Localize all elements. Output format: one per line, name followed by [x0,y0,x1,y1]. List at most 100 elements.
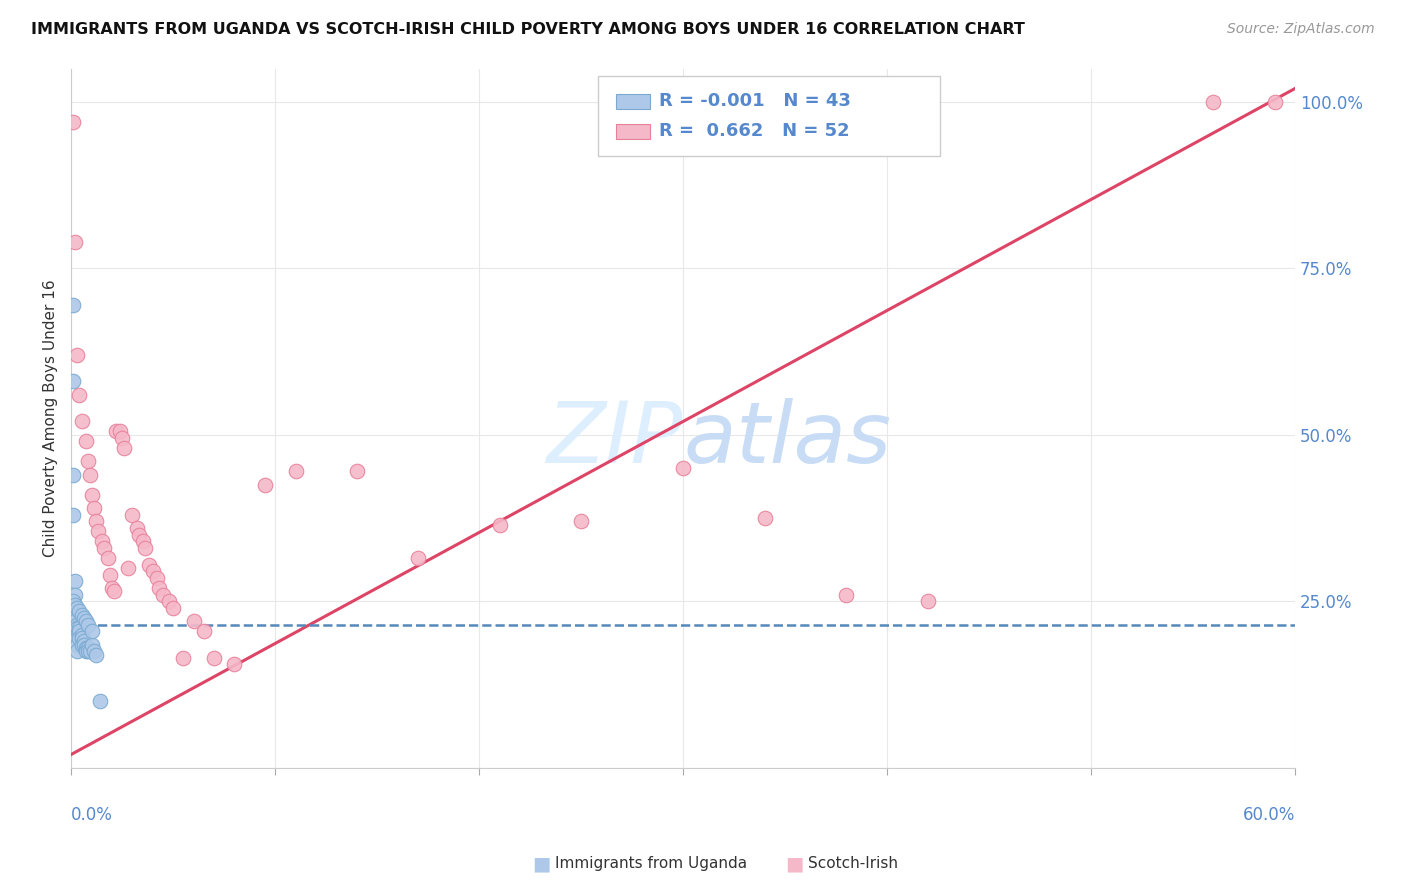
Point [69,604,91,618]
Point [66,600,89,615]
Point [121,508,143,522]
FancyBboxPatch shape [598,76,941,156]
Point [80,624,103,639]
Point [66,627,89,641]
Point [87,524,110,539]
Point [117,561,139,575]
FancyBboxPatch shape [616,94,650,109]
Point [131,534,153,549]
Point [754,511,776,525]
Point [72,638,94,652]
Point [84,648,107,662]
Point [65,598,87,612]
Text: IMMIGRANTS FROM UGANDA VS SCOTCH-IRISH CHILD POVERTY AMONG BOYS UNDER 16 CORRELA: IMMIGRANTS FROM UGANDA VS SCOTCH-IRISH C… [31,22,1025,37]
Point [75,434,97,449]
Point [66,621,89,635]
Point [157,594,180,608]
Point [173,650,195,665]
Text: ■: ■ [531,854,551,873]
Point [72,611,94,625]
Point [65,627,87,641]
Point [83,501,105,516]
Point [152,588,174,602]
Point [346,464,368,478]
Point [62,594,84,608]
Point [76,640,98,655]
Point [835,588,858,602]
Point [75,640,97,655]
Point [62,467,84,482]
Point [146,571,169,585]
Point [70,607,93,622]
Point [62,508,84,522]
Point [672,461,695,475]
Point [70,414,93,428]
Point [84,514,107,528]
Text: R = -0.001   N = 43: R = -0.001 N = 43 [658,93,851,111]
Point [62,375,84,389]
Text: Immigrants from Uganda: Immigrants from Uganda [555,856,748,871]
Point [202,650,225,665]
Point [72,634,94,648]
Point [224,657,246,672]
Point [90,534,112,549]
Point [70,631,93,645]
Point [69,631,91,645]
Text: 0.0%: 0.0% [72,806,114,824]
Point [89,694,111,708]
Point [62,115,84,129]
Point [148,581,170,595]
Point [69,388,91,402]
Point [75,644,97,658]
Point [65,235,87,249]
Point [65,574,87,589]
Point [79,644,101,658]
Point [62,298,84,312]
Text: 60.0%: 60.0% [1243,806,1295,824]
Point [125,521,148,535]
Point [65,607,87,622]
Point [66,644,89,658]
Text: Source: ZipAtlas.com: Source: ZipAtlas.com [1227,22,1375,37]
Point [70,627,93,641]
Point [138,558,160,572]
Point [93,541,115,555]
Point [1264,95,1286,109]
Text: R =  0.662   N = 52: R = 0.662 N = 52 [658,122,849,140]
Point [134,541,156,555]
Point [65,588,87,602]
Point [97,551,120,566]
Point [112,441,135,455]
Point [80,638,103,652]
Text: atlas: atlas [683,398,891,481]
Point [83,644,105,658]
Point [284,464,307,478]
Point [406,551,429,566]
Point [76,454,98,468]
Point [65,621,87,635]
Point [1202,95,1225,109]
Point [66,631,89,645]
Point [76,617,98,632]
Point [128,527,150,541]
Point [488,517,510,532]
Point [69,621,91,635]
Point [75,614,97,628]
Text: Scotch-Irish: Scotch-Irish [808,856,898,871]
Point [254,477,277,491]
Y-axis label: Child Poverty Among Boys Under 16: Child Poverty Among Boys Under 16 [44,279,58,557]
Point [111,431,134,445]
Point [65,600,87,615]
Text: ZIP: ZIP [547,398,683,481]
Point [80,488,103,502]
Point [193,624,215,639]
Point [142,564,165,578]
Text: ■: ■ [785,854,804,873]
Point [183,614,205,628]
FancyBboxPatch shape [616,124,650,139]
Point [76,644,98,658]
Point [98,567,121,582]
Point [103,584,125,599]
Point [66,617,89,632]
Point [569,514,592,528]
